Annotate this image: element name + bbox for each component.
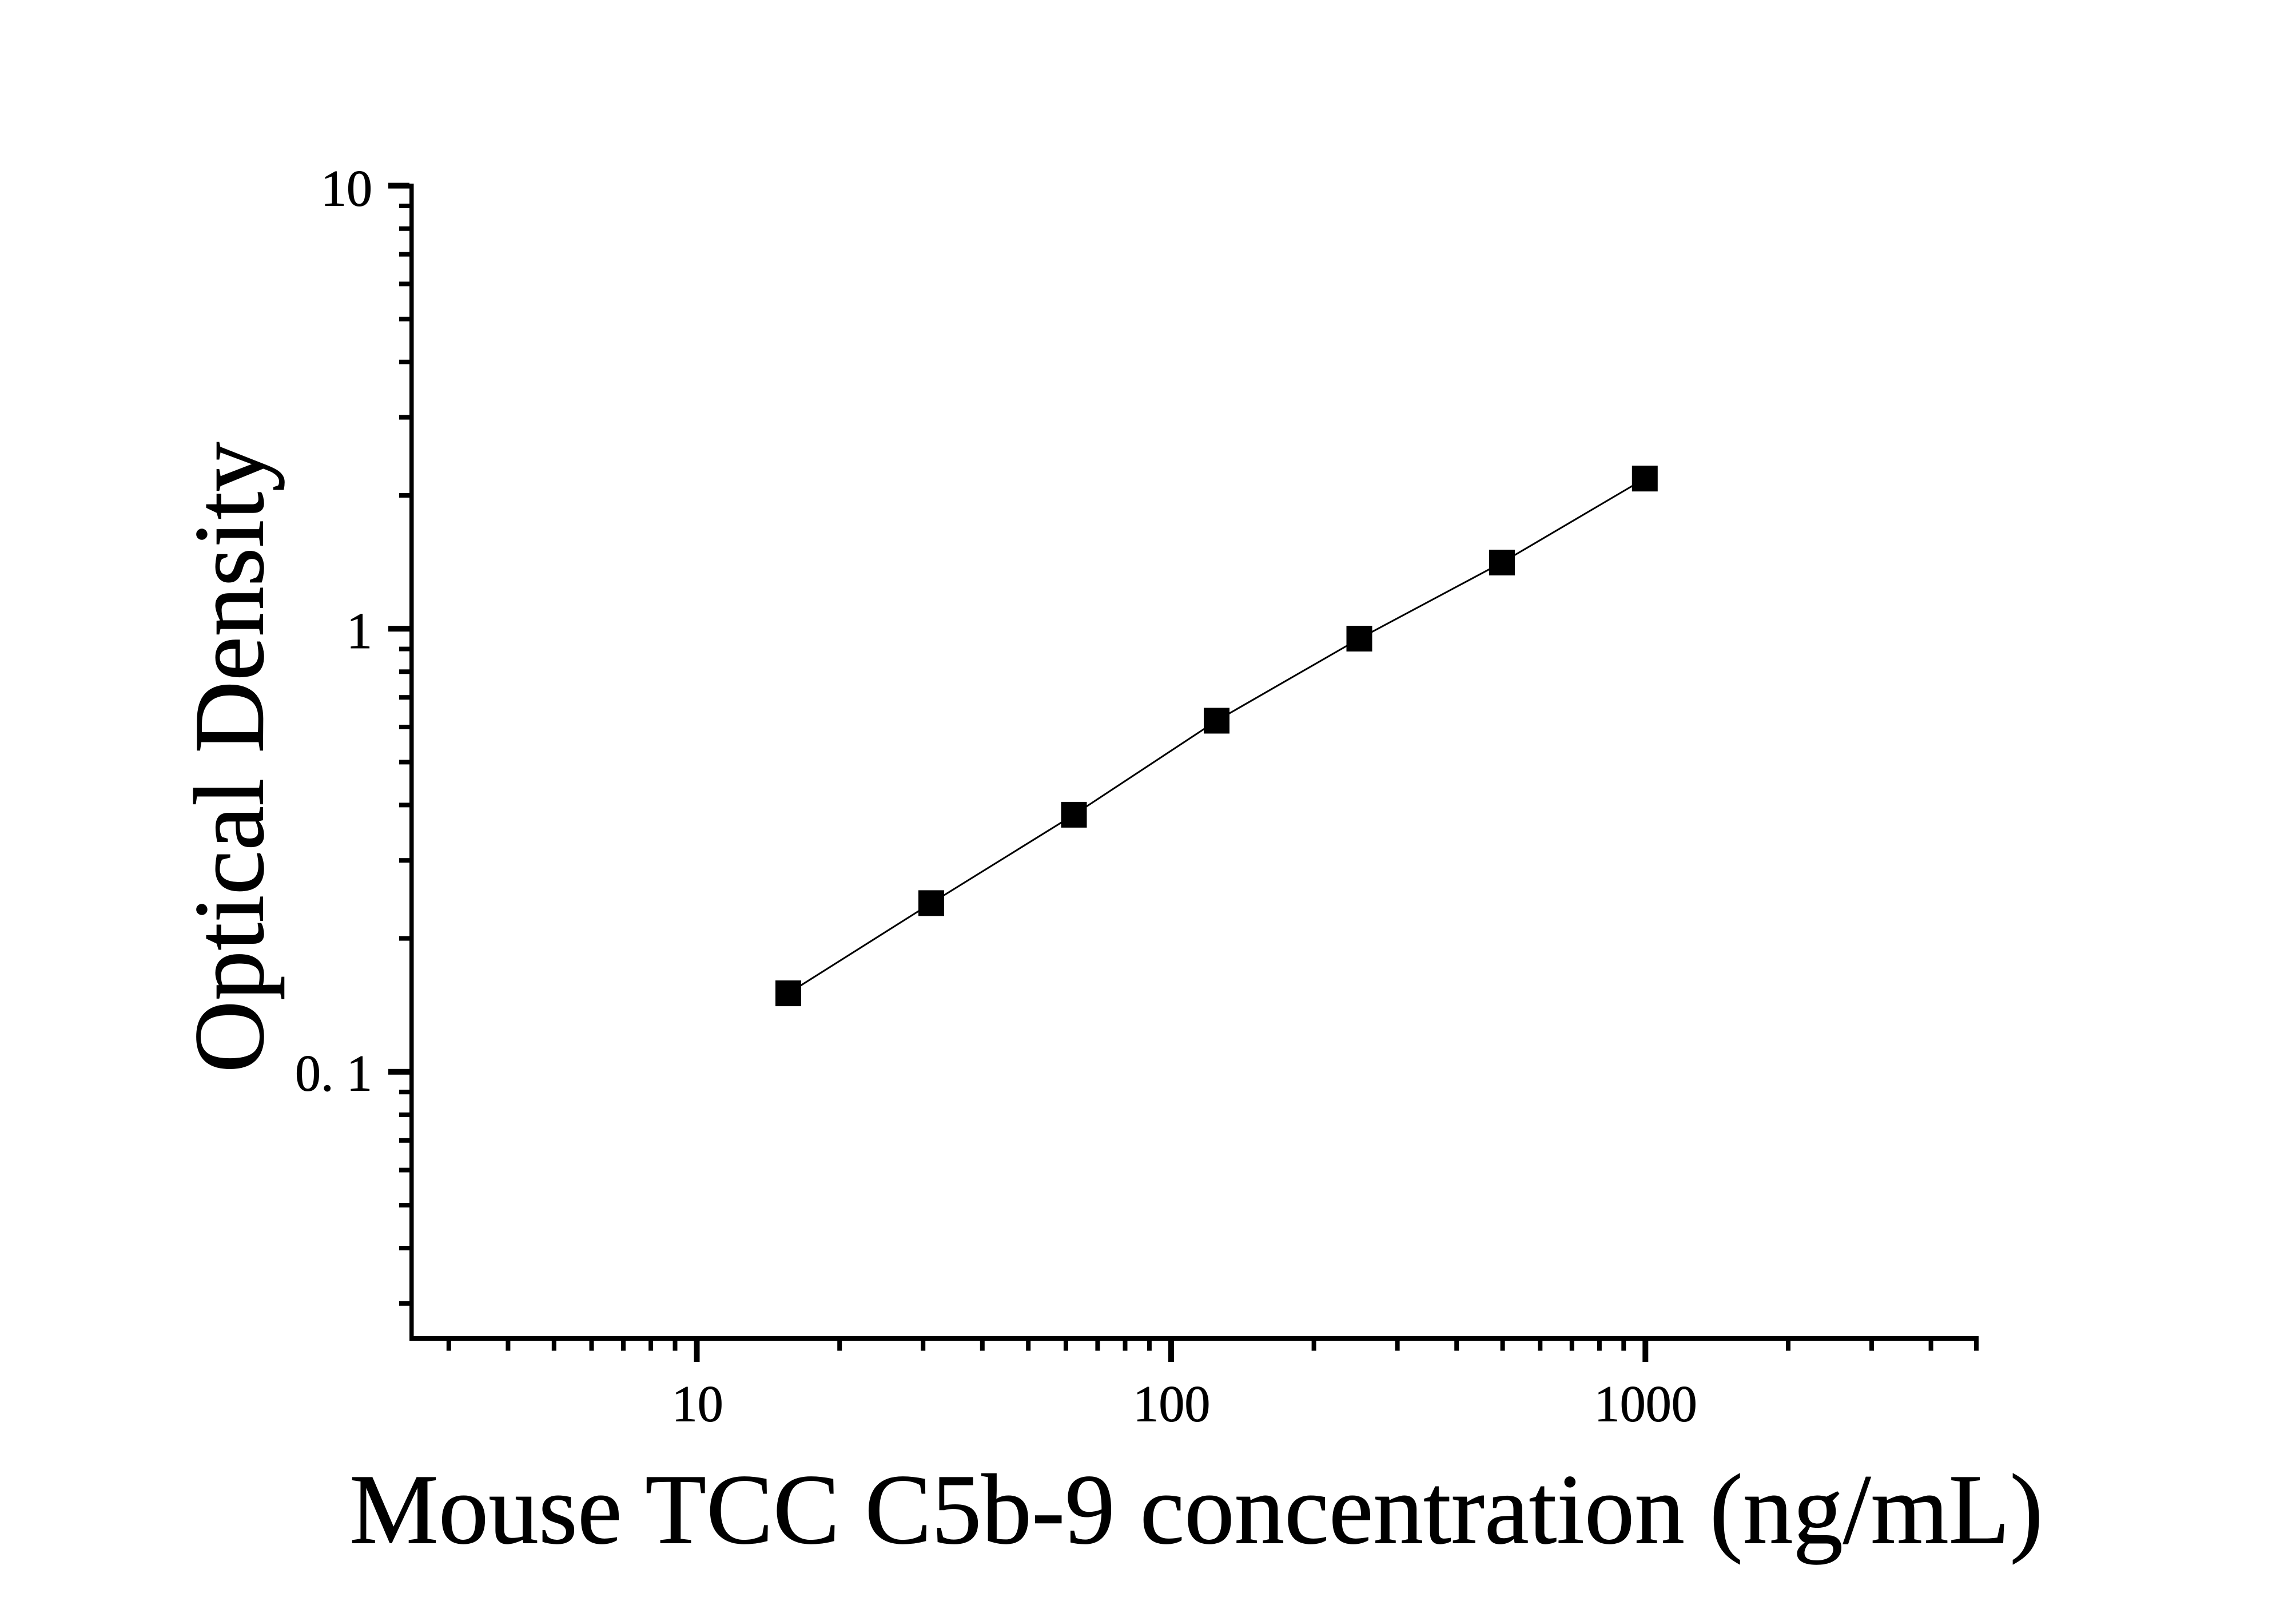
svg-text:Mouse TCC C5b-9 concentration: Mouse TCC C5b-9 concentration (ng/mL) (349, 1454, 2043, 1565)
svg-text:10: 10 (321, 161, 372, 217)
svg-text:0. 1: 0. 1 (295, 1046, 372, 1102)
svg-text:Optical Density: Optical Density (174, 442, 285, 1072)
svg-text:10: 10 (672, 1376, 723, 1433)
svg-text:100: 100 (1133, 1376, 1210, 1433)
svg-text:1000: 1000 (1594, 1376, 1697, 1433)
svg-text:1: 1 (347, 603, 372, 660)
